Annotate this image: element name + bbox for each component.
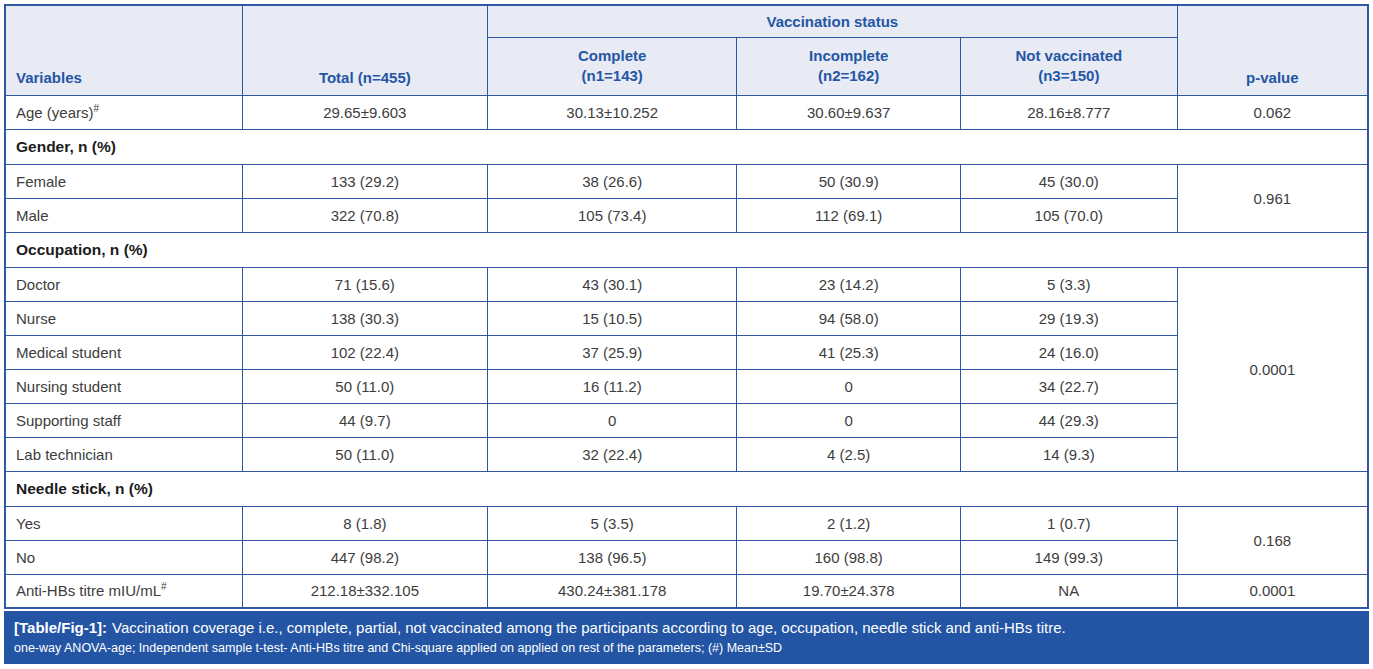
cell-not-vaccinated: 1 (0.7): [960, 506, 1177, 540]
table-header: Variables Total (n=455) Vaccination stat…: [5, 5, 1368, 95]
section-row: Needle stick, n (%): [5, 471, 1368, 506]
cell-total: 212.18±332.105: [242, 574, 487, 608]
cell-not-vaccinated: 14 (9.3): [960, 437, 1177, 471]
column-header-not-vaccinated: Not vaccinated (n3=150): [960, 37, 1177, 95]
column-header-complete: Complete (n1=143): [487, 37, 736, 95]
cell-pvalue: 0.0001: [1177, 574, 1368, 608]
cell-complete: 5 (3.5): [487, 506, 736, 540]
row-label: Female: [5, 164, 242, 198]
section-row: Occupation, n (%): [5, 232, 1368, 267]
table-row: Nurse138 (30.3)15 (10.5)94 (58.0)29 (19.…: [5, 301, 1368, 335]
column-group-header-vaccination-status: Vaccination status: [487, 5, 1177, 37]
cell-total: 8 (1.8): [242, 506, 487, 540]
row-label: Nurse: [5, 301, 242, 335]
cell-total: 71 (15.6): [242, 267, 487, 301]
cell-total: 50 (11.0): [242, 437, 487, 471]
figure-caption-note: one-way ANOVA-age; Independent sample t-…: [14, 641, 1359, 656]
cell-incomplete: 112 (69.1): [737, 198, 961, 232]
cell-not-vaccinated: 105 (70.0): [960, 198, 1177, 232]
cell-not-vaccinated: 34 (22.7): [960, 369, 1177, 403]
section-header: Occupation, n (%): [5, 232, 1368, 267]
section-header: Gender, n (%): [5, 129, 1368, 164]
cell-incomplete: 41 (25.3): [737, 335, 961, 369]
cell-not-vaccinated: NA: [960, 574, 1177, 608]
cell-incomplete: 30.60±9.637: [737, 95, 961, 129]
cell-total: 102 (22.4): [242, 335, 487, 369]
table-row: Age (years)#29.65±9.60330.13±10.25230.60…: [5, 95, 1368, 129]
cell-complete: 0: [487, 403, 736, 437]
table-row: No447 (98.2)138 (96.5)160 (98.8)149 (99.…: [5, 540, 1368, 574]
cell-total: 447 (98.2): [242, 540, 487, 574]
figure-caption-text: Vaccination coverage i.e., complete, par…: [112, 619, 1066, 636]
cell-total: 44 (9.7): [242, 403, 487, 437]
row-label: No: [5, 540, 242, 574]
cell-complete: 430.24±381.178: [487, 574, 736, 608]
figure-caption-label: [Table/Fig-1]:: [14, 619, 107, 636]
table-row: Lab technician50 (11.0)32 (22.4)4 (2.5)1…: [5, 437, 1368, 471]
cell-total: 138 (30.3): [242, 301, 487, 335]
cell-complete: 16 (11.2): [487, 369, 736, 403]
cell-incomplete: 2 (1.2): [737, 506, 961, 540]
cell-pvalue: 0.062: [1177, 95, 1368, 129]
row-label: Male: [5, 198, 242, 232]
table-row: Doctor71 (15.6)43 (30.1)23 (14.2)5 (3.3)…: [5, 267, 1368, 301]
column-header-variables: Variables: [5, 5, 242, 95]
cell-pvalue: 0.168: [1177, 506, 1368, 574]
figure-caption: [Table/Fig-1]: Vaccination coverage i.e.,…: [14, 618, 1359, 638]
cell-complete: 37 (25.9): [487, 335, 736, 369]
cell-complete: 15 (10.5): [487, 301, 736, 335]
cell-not-vaccinated: 24 (16.0): [960, 335, 1177, 369]
figure-caption-bar: [Table/Fig-1]: Vaccination coverage i.e.,…: [4, 611, 1369, 664]
cell-complete: 38 (26.6): [487, 164, 736, 198]
table-figure-page: Variables Total (n=455) Vaccination stat…: [0, 0, 1373, 669]
table-body: Age (years)#29.65±9.60330.13±10.25230.60…: [5, 95, 1368, 608]
cell-complete: 30.13±10.252: [487, 95, 736, 129]
cell-complete: 32 (22.4): [487, 437, 736, 471]
cell-complete: 138 (96.5): [487, 540, 736, 574]
row-label: Lab technician: [5, 437, 242, 471]
cell-pvalue: 0.961: [1177, 164, 1368, 232]
cell-incomplete: 0: [737, 369, 961, 403]
cell-incomplete: 94 (58.0): [737, 301, 961, 335]
cell-not-vaccinated: 45 (30.0): [960, 164, 1177, 198]
section-header: Needle stick, n (%): [5, 471, 1368, 506]
cell-not-vaccinated: 29 (19.3): [960, 301, 1177, 335]
cell-incomplete: 23 (14.2): [737, 267, 961, 301]
column-header-total: Total (n=455): [242, 5, 487, 95]
row-label: Doctor: [5, 267, 242, 301]
column-header-incomplete: Incomplete (n2=162): [737, 37, 961, 95]
table-row: Anti-HBs titre mIU/mL#212.18±332.105430.…: [5, 574, 1368, 608]
row-label: Anti-HBs titre mIU/mL#: [5, 574, 242, 608]
cell-total: 29.65±9.603: [242, 95, 487, 129]
cell-incomplete: 19.70±24.378: [737, 574, 961, 608]
table-row: Female133 (29.2)38 (26.6)50 (30.9)45 (30…: [5, 164, 1368, 198]
cell-complete: 105 (73.4): [487, 198, 736, 232]
cell-total: 133 (29.2): [242, 164, 487, 198]
cell-incomplete: 160 (98.8): [737, 540, 961, 574]
cell-total: 322 (70.8): [242, 198, 487, 232]
cell-not-vaccinated: 44 (29.3): [960, 403, 1177, 437]
section-row: Gender, n (%): [5, 129, 1368, 164]
vaccination-status-table: Variables Total (n=455) Vaccination stat…: [4, 4, 1369, 609]
cell-complete: 43 (30.1): [487, 267, 736, 301]
column-header-pvalue: p-value: [1177, 5, 1368, 95]
cell-not-vaccinated: 5 (3.3): [960, 267, 1177, 301]
table-row: Supporting staff44 (9.7)0044 (29.3): [5, 403, 1368, 437]
row-label: Medical student: [5, 335, 242, 369]
cell-incomplete: 4 (2.5): [737, 437, 961, 471]
cell-not-vaccinated: 149 (99.3): [960, 540, 1177, 574]
cell-incomplete: 50 (30.9): [737, 164, 961, 198]
table-row: Male322 (70.8)105 (73.4)112 (69.1)105 (7…: [5, 198, 1368, 232]
cell-incomplete: 0: [737, 403, 961, 437]
cell-total: 50 (11.0): [242, 369, 487, 403]
cell-not-vaccinated: 28.16±8.777: [960, 95, 1177, 129]
cell-pvalue: 0.0001: [1177, 267, 1368, 471]
table-row: Nursing student50 (11.0)16 (11.2)034 (22…: [5, 369, 1368, 403]
row-label: Supporting staff: [5, 403, 242, 437]
row-label: Yes: [5, 506, 242, 540]
row-label: Nursing student: [5, 369, 242, 403]
row-label: Age (years)#: [5, 95, 242, 129]
table-row: Medical student102 (22.4)37 (25.9)41 (25…: [5, 335, 1368, 369]
table-row: Yes8 (1.8)5 (3.5)2 (1.2)1 (0.7)0.168: [5, 506, 1368, 540]
